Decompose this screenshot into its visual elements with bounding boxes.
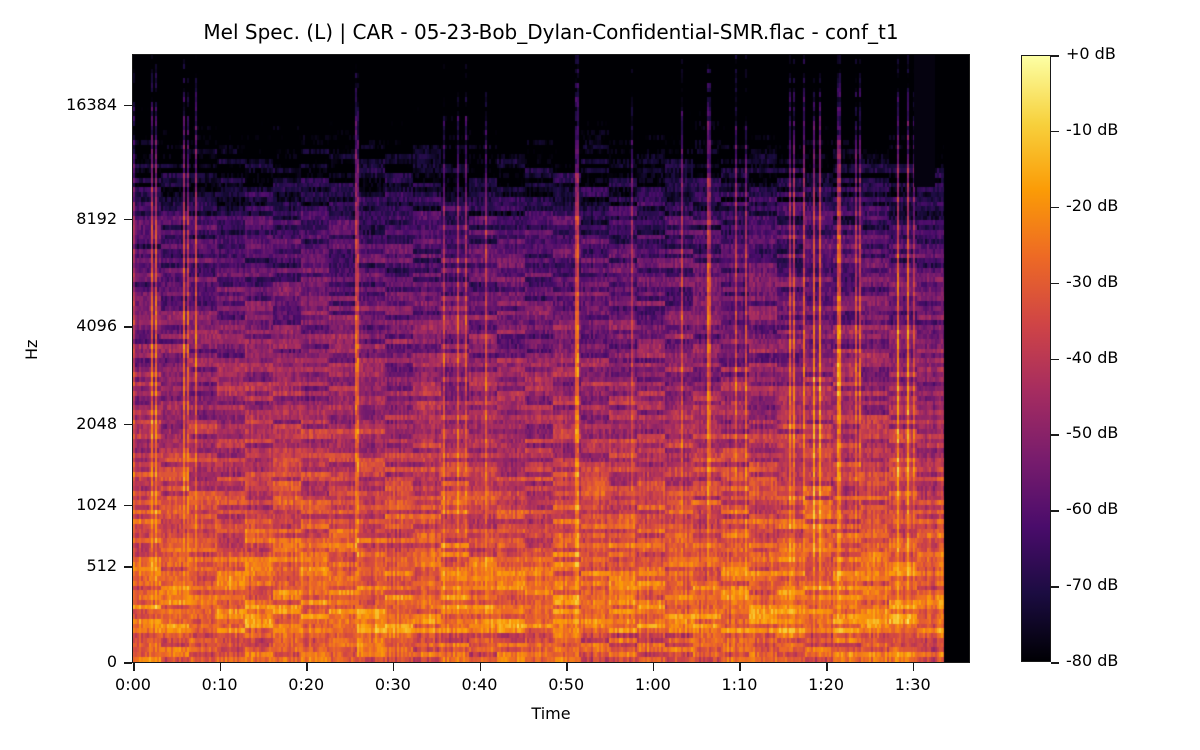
x-tick-label: 0:30 — [374, 675, 411, 694]
colorbar-tick-mark — [1051, 130, 1059, 133]
y-tick-label: 8192 — [76, 208, 117, 228]
colorbar-tick-mark — [1051, 282, 1059, 285]
x-axis-label: Time — [531, 704, 571, 723]
y-tick-label: 512 — [86, 556, 117, 576]
y-tick: 1024 — [0, 495, 1200, 514]
colorbar — [1021, 55, 1051, 662]
colorbar-tick-label: -70 dB — [1066, 575, 1119, 595]
y-tick: 8192 — [0, 209, 1200, 228]
x-tick-mark — [739, 663, 741, 671]
colorbar-tick-mark — [1051, 55, 1059, 57]
colorbar-tick-mark — [1051, 434, 1059, 436]
x-tick-mark — [566, 663, 568, 671]
y-tick: 4096 — [0, 316, 1200, 335]
x-tick-label: 0:40 — [461, 675, 498, 694]
colorbar-tick-mark — [1051, 662, 1059, 664]
colorbar-tick-mark — [1051, 358, 1059, 360]
colorbar-tick-mark — [1051, 206, 1059, 209]
colorbar-tick-label: -20 dB — [1066, 195, 1119, 215]
x-tick-mark — [219, 663, 222, 671]
x-tick-mark — [479, 663, 482, 671]
spectrogram-plot-area — [133, 55, 969, 662]
colorbar-tick-label: -50 dB — [1066, 423, 1119, 443]
x-tick-label: 0:20 — [288, 675, 325, 694]
x-tick-mark — [826, 663, 828, 671]
y-tick: 2048 — [0, 414, 1200, 433]
x-tick-mark — [133, 663, 135, 671]
y-tick-label: 4096 — [76, 316, 117, 336]
x-tick-label: 0:50 — [548, 675, 585, 694]
y-tick-mark — [124, 218, 132, 221]
chart-title: Mel Spec. (L) | CAR - 05-23-Bob_Dylan-Co… — [203, 20, 899, 44]
x-tick-mark — [392, 663, 395, 671]
y-tick: 512 — [0, 556, 1200, 575]
colorbar-tick-label: -80 dB — [1066, 651, 1119, 670]
x-tick-label: 0:00 — [115, 675, 151, 694]
y-tick-label: 0 — [106, 652, 117, 671]
y-tick-label: 16384 — [66, 94, 117, 114]
colorbar-tick-label: -30 dB — [1066, 271, 1119, 291]
x-tick-mark — [912, 663, 915, 671]
spectrogram-image — [133, 55, 969, 662]
y-tick-mark — [124, 566, 132, 568]
y-tick-mark — [124, 326, 132, 328]
y-tick-mark — [124, 423, 132, 426]
y-tick-label: 1024 — [76, 494, 117, 514]
y-axis-label: Hz — [22, 339, 41, 360]
colorbar-tick-label: +0 dB — [1066, 44, 1116, 63]
y-tick-label: 2048 — [76, 413, 117, 433]
x-tick-label: 1:00 — [634, 675, 671, 694]
colorbar-tick-label: -60 dB — [1066, 499, 1119, 519]
x-tick-label: 0:10 — [201, 675, 238, 694]
x-tick-label: 1:30 — [894, 675, 931, 694]
y-tick: 16384 — [0, 95, 1200, 114]
colorbar-tick-mark — [1051, 510, 1059, 512]
colorbar-tick-mark — [1051, 586, 1059, 588]
colorbar-tick-label: -40 dB — [1066, 347, 1119, 367]
y-tick-mark — [124, 662, 132, 664]
x-tick-label: 1:20 — [808, 675, 845, 694]
colorbar-tick-label: -10 dB — [1066, 119, 1119, 139]
y-tick-mark — [124, 504, 132, 507]
x-tick-mark — [652, 663, 655, 671]
y-tick-mark — [124, 104, 132, 107]
y-tick: 0 — [0, 652, 1200, 671]
x-tick-mark — [306, 663, 308, 671]
x-tick-label: 1:10 — [721, 675, 758, 694]
